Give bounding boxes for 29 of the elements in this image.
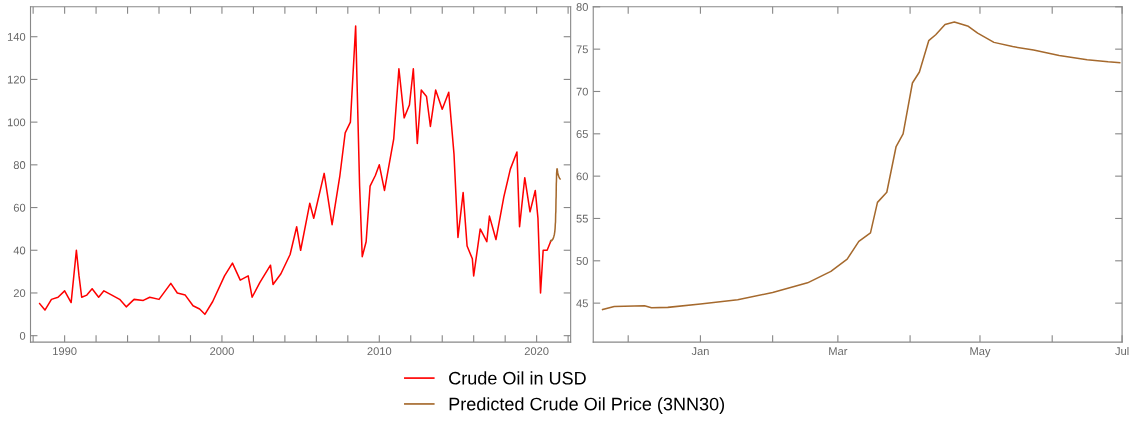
y-tick-label: 45	[576, 299, 588, 308]
y-tick-label: 65	[576, 130, 588, 138]
y-tick-label: 60	[13, 203, 26, 212]
x-tick-label: Jan	[691, 347, 709, 356]
y-tick-label: 75	[576, 45, 588, 54]
x-tick-label: Mar	[829, 347, 848, 356]
y-tick-label: 60	[576, 172, 588, 181]
y-tick-label: 0	[19, 331, 26, 340]
y-tick-label: 55	[576, 214, 588, 223]
line-series	[549, 167, 561, 242]
x-tick-label: 2020	[524, 347, 549, 356]
y-tick-label: 80	[576, 3, 588, 11]
y-tick-label: 50	[576, 257, 588, 265]
x-tick-label: 2010	[367, 347, 392, 356]
y-tick-label: 100	[7, 118, 26, 127]
y-tick-label: 20	[13, 289, 26, 298]
line-series	[601, 21, 1121, 311]
legend-label: Predicted Crude Oil Price (3NN30)	[449, 397, 725, 414]
x-tick-label: 1990	[53, 347, 77, 356]
y-tick-label: 80	[13, 161, 26, 169]
line-series	[38, 25, 552, 316]
y-tick-label: 140	[7, 32, 26, 41]
legend-label: Crude Oil in USD	[449, 371, 586, 385]
y-tick-label: 120	[7, 75, 26, 84]
x-tick-label: 2000	[210, 347, 234, 356]
x-tick-label: Jul	[1115, 346, 1129, 356]
x-tick-label: May	[970, 347, 991, 358]
y-tick-label: 40	[13, 246, 26, 255]
y-tick-label: 70	[576, 87, 588, 96]
